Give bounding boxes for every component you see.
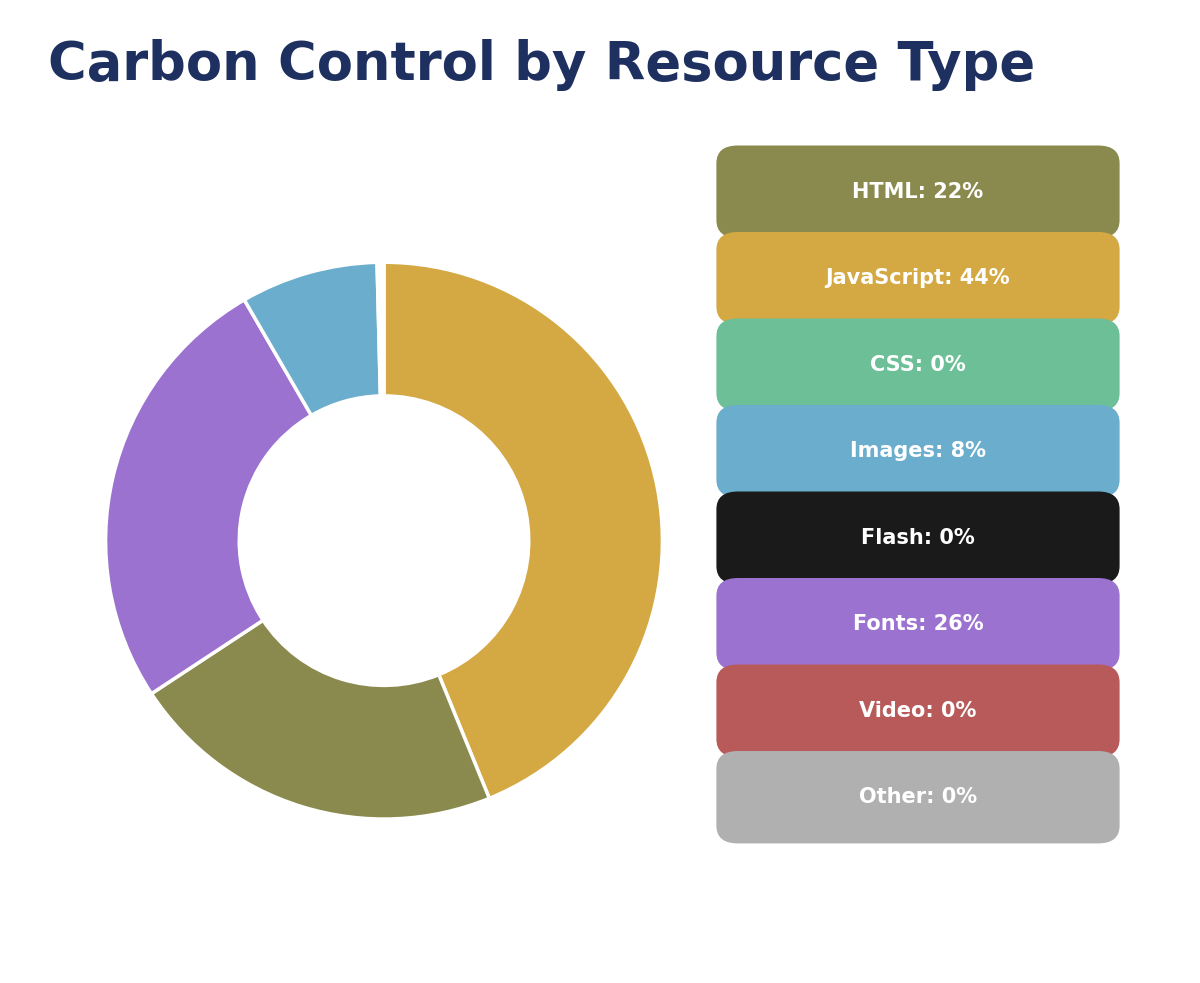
Wedge shape (377, 262, 382, 396)
Text: Flash: 0%: Flash: 0% (862, 528, 974, 548)
Text: JavaScript: 44%: JavaScript: 44% (826, 268, 1010, 288)
Wedge shape (384, 262, 662, 798)
Text: Video: 0%: Video: 0% (859, 701, 977, 721)
Text: Carbon Control by Resource Type: Carbon Control by Resource Type (48, 39, 1036, 91)
Text: HTML: 22%: HTML: 22% (852, 182, 984, 202)
Wedge shape (383, 262, 384, 396)
Text: CSS: 0%: CSS: 0% (870, 355, 966, 375)
Wedge shape (245, 262, 380, 416)
Text: Images: 8%: Images: 8% (850, 441, 986, 461)
Wedge shape (380, 262, 383, 396)
Text: Other: 0%: Other: 0% (859, 787, 977, 807)
Wedge shape (379, 262, 382, 396)
Wedge shape (151, 620, 490, 819)
Text: Fonts: 26%: Fonts: 26% (853, 614, 983, 634)
Wedge shape (106, 300, 311, 694)
